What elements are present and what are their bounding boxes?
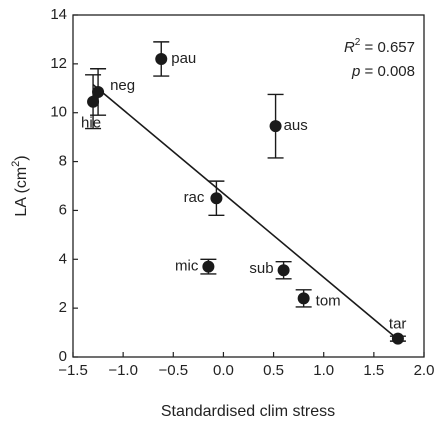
point-label: sub (249, 260, 273, 277)
y-axis-label: LA (cm2) (10, 155, 30, 216)
point (202, 260, 215, 273)
x-tick-label: −0.5 (158, 362, 188, 379)
y-tick-label: 4 (59, 250, 67, 267)
x-tick-label: 0.5 (263, 362, 284, 379)
point-label: tom (316, 292, 341, 309)
point-label: mic (175, 258, 199, 275)
point (297, 292, 310, 305)
x-tick-label: 1.0 (313, 362, 334, 379)
point-label: aus (284, 117, 308, 134)
y-label-end: ) (13, 155, 30, 160)
x-tick-label: 1.5 (363, 362, 384, 379)
x-tick-label: −1.0 (108, 362, 138, 379)
p-value: = 0.008 (360, 63, 415, 80)
y-label-main: LA (cm (13, 167, 30, 217)
p-annotation: p = 0.008 (351, 63, 415, 80)
point-label: tar (389, 316, 407, 333)
y-tick-label: 14 (50, 6, 67, 23)
plot-frame (72, 14, 425, 358)
point (391, 332, 404, 345)
point-label: neg (110, 77, 135, 94)
x-tick-label: 0.0 (213, 362, 234, 379)
y-tick-label: 8 (59, 153, 67, 170)
point (87, 95, 100, 108)
y-label-sup: 2 (10, 161, 22, 167)
point (277, 264, 290, 277)
p-p: p (351, 63, 360, 80)
point-label: pau (171, 50, 196, 67)
r2-value: = 0.657 (360, 39, 415, 56)
x-axis-label: Standardised clim stress (161, 403, 335, 420)
y-tick-label: 2 (59, 299, 67, 316)
y-tick-label: 6 (59, 201, 67, 218)
point (210, 192, 223, 205)
regression-line (92, 84, 399, 341)
y-tick-label: 0 (59, 348, 67, 365)
r2-r: R (344, 39, 355, 56)
r2-sup: 2 (355, 37, 361, 48)
point (269, 120, 282, 133)
point (92, 85, 105, 98)
point-label: hie (81, 115, 101, 132)
x-tick-label: 2.0 (414, 362, 435, 379)
point (155, 52, 168, 65)
r2-annotation: R2 = 0.657 (344, 37, 415, 56)
y-tick-label: 10 (50, 104, 67, 121)
point-label: rac (184, 189, 205, 206)
x-tick-label: −1.5 (58, 362, 88, 379)
y-tick-label: 12 (50, 55, 67, 72)
